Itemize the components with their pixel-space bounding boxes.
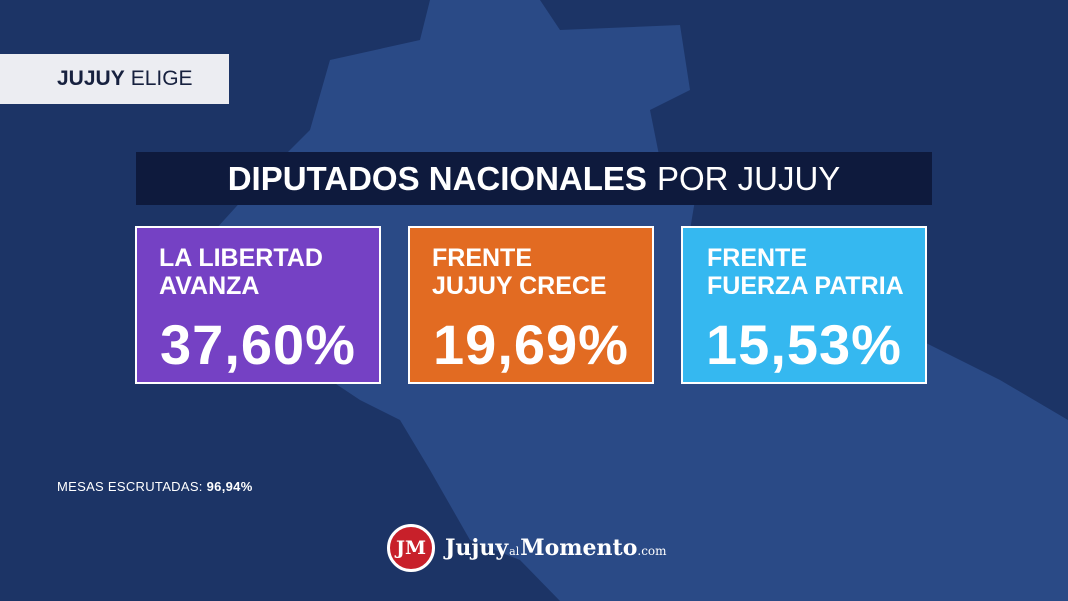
result-card-frente-fuerza-patria: FRENTE FUERZA PATRIA 15,53% (681, 226, 927, 384)
title-banner: DIPUTADOS NACIONALES POR JUJUY (136, 152, 932, 205)
party-name-line2: JUJUY CRECE (432, 272, 607, 300)
brand-part3: Momento (520, 535, 638, 561)
tag-bold: JUJUY (57, 67, 125, 90)
party-name: LA LIBERTAD AVANZA (159, 244, 323, 300)
brand-part1: Jujuy (445, 535, 509, 561)
party-name-line1: FRENTE (432, 244, 532, 272)
party-percent: 37,60% (160, 313, 356, 376)
jm-monogram-icon: JM (387, 524, 435, 572)
result-card-la-libertad-avanza: LA LIBERTAD AVANZA 37,60% (135, 226, 381, 384)
mesas-value: 96,94% (206, 479, 253, 494)
party-name-line1: LA LIBERTAD (159, 244, 323, 272)
brand-part2: al (509, 545, 520, 558)
party-percent: 15,53% (706, 313, 902, 376)
mesas-label: MESAS ESCRUTADAS: (57, 479, 203, 494)
party-name-line2: FUERZA PATRIA (707, 272, 904, 300)
title-rest: POR JUJUY (656, 159, 841, 197)
result-card-frente-jujuy-crece: FRENTE JUJUY CRECE 19,69% (408, 226, 654, 384)
brand-logo: JM JujuyalMomento.com (387, 522, 667, 574)
party-name: FRENTE JUJUY CRECE (432, 244, 607, 300)
brand-part4: .com (637, 544, 667, 558)
mesas-escrutadas: MESAS ESCRUTADAS: 96,94% (57, 479, 253, 494)
title-bold: DIPUTADOS NACIONALES (227, 159, 647, 197)
party-name-line1: FRENTE (707, 244, 807, 272)
party-percent: 19,69% (433, 313, 629, 376)
header-tag: JUJUY ELIGE (0, 54, 229, 104)
party-name: FRENTE FUERZA PATRIA (707, 244, 904, 300)
party-name-line2: AVANZA (159, 272, 260, 300)
brand-wordmark: JujuyalMomento.com (445, 535, 667, 561)
tag-rest: ELIGE (130, 67, 193, 90)
